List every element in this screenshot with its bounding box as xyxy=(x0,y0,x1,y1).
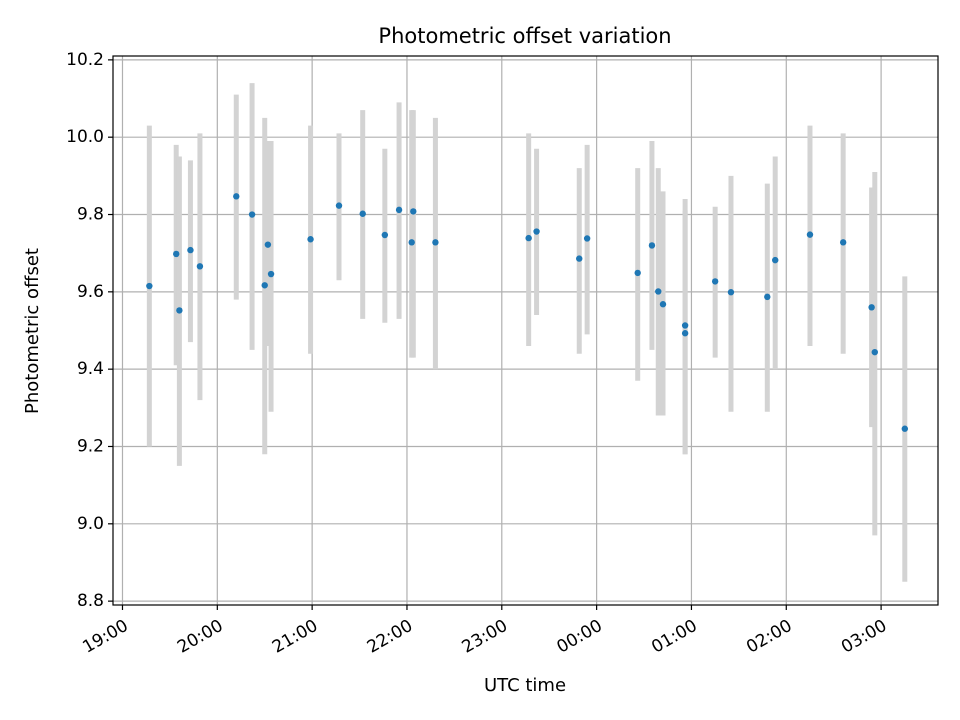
plot-frame xyxy=(112,55,939,606)
data-point xyxy=(711,278,719,285)
y-tick-label: 8.8 xyxy=(77,591,104,611)
data-point xyxy=(146,282,153,290)
data-point xyxy=(395,206,403,214)
data-point xyxy=(264,241,272,248)
y-tick-label: 9.6 xyxy=(77,282,104,302)
data-point xyxy=(408,239,415,246)
data-point xyxy=(648,242,656,249)
data-point xyxy=(261,282,268,289)
data-point xyxy=(727,289,735,296)
data-point xyxy=(176,307,183,314)
y-axis-ticks: 8.8 9.0 9.2 9.4 9.6 9.8 10.0 10.2 xyxy=(66,50,113,611)
data-point xyxy=(432,239,439,246)
y-tick-label: 10.2 xyxy=(66,50,104,70)
chart-title: Photometric offset variation xyxy=(378,24,671,48)
data-point xyxy=(655,288,662,295)
data-point xyxy=(681,322,689,329)
data-point xyxy=(173,250,180,258)
data-point xyxy=(871,348,878,356)
data-point xyxy=(583,235,591,242)
y-axis-label: Photometric offset xyxy=(22,248,43,414)
data-point xyxy=(772,256,779,264)
data-point xyxy=(576,255,583,262)
y-tick-label: 9.4 xyxy=(77,359,104,379)
data-point xyxy=(839,239,847,246)
data-point xyxy=(410,208,417,215)
data-point xyxy=(335,202,343,209)
data-point xyxy=(233,193,240,200)
data-point xyxy=(267,270,275,278)
data-point xyxy=(307,236,314,243)
y-tick-label: 9.8 xyxy=(77,205,104,225)
grid-lines xyxy=(113,56,938,605)
y-tick-label: 9.2 xyxy=(77,436,104,456)
data-point xyxy=(381,231,389,239)
data-point xyxy=(248,211,256,218)
data-points xyxy=(146,193,909,432)
data-point xyxy=(359,210,366,217)
data-point xyxy=(533,228,540,235)
data-point xyxy=(868,304,875,311)
data-point xyxy=(764,293,771,301)
data-point xyxy=(681,330,689,337)
data-point xyxy=(659,301,667,308)
data-point xyxy=(525,234,532,242)
y-tick-label: 10.0 xyxy=(66,127,104,147)
x-axis-label: UTC time xyxy=(484,675,566,696)
data-point xyxy=(634,269,641,277)
data-point xyxy=(196,263,204,270)
data-point xyxy=(806,231,814,238)
data-point xyxy=(901,425,909,432)
data-point xyxy=(187,246,194,254)
y-tick-label: 9.0 xyxy=(77,514,104,534)
